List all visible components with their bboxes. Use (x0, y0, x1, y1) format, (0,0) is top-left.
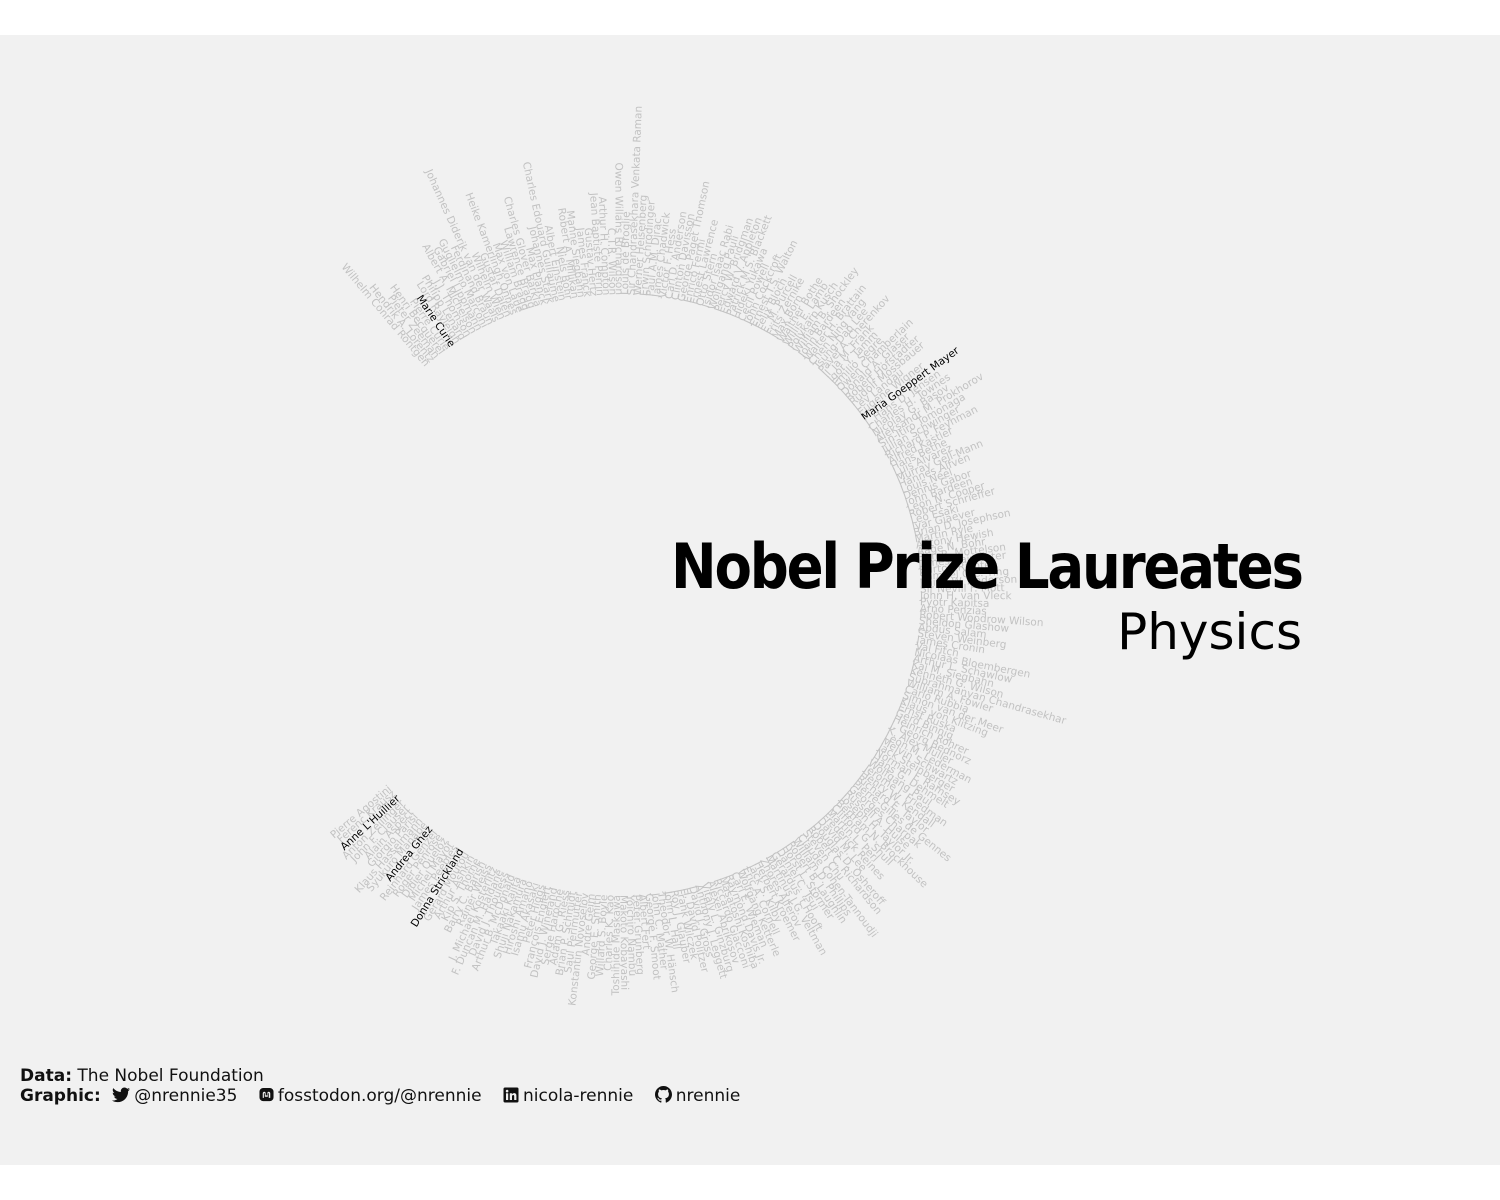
plot-panel: Wilhelm Conrad Röntgen Hendrik A. Lorentz… (0, 35, 1500, 1165)
linkedin-icon (503, 1087, 519, 1103)
laureate-name: Makoto Kobayashi (617, 895, 630, 990)
linkedin-handle[interactable]: nicola-rennie (522, 1086, 634, 1106)
laureate-name: Peter Grünberg (630, 894, 646, 975)
laureate-name: Andre Geim (580, 893, 598, 956)
github-icon (654, 1086, 672, 1103)
twitter-icon (112, 1087, 131, 1103)
laureate-name: Willard S. Boyle (594, 894, 610, 977)
mastodon-handle[interactable]: fosstodon.org/@nrennie (277, 1086, 482, 1106)
laureate-name: Toshihide Maskawa (610, 895, 623, 997)
caption: Data: The Nobel Foundation Graphic: @nre… (20, 1066, 740, 1106)
chart-title: Nobel Prize Laureates (671, 530, 1304, 603)
laureate-name: Owen Willans Richardson (612, 162, 624, 295)
graphic-credit-line: Graphic: @nrennie35 fosstodon.org/@nrenn… (20, 1086, 741, 1106)
laureate-name: Samuel C.C. Ting (919, 566, 1009, 583)
laureate-name: C.T.R. Wilson (605, 228, 619, 296)
laureate-name: Werner Heisenberg (632, 194, 650, 295)
laureate-name: Yoichiro Nambu (624, 894, 639, 977)
laureate-name: Louis de Broglie (619, 211, 632, 295)
laureate-name: Sir Nevill F. Mott (920, 582, 1005, 595)
chart-subtitle: Physics (1117, 603, 1302, 661)
twitter-handle[interactable]: @nrennie35 (134, 1086, 238, 1106)
data-source-line: Data: The Nobel Foundation (20, 1066, 264, 1086)
laureate-name: Albert Fert (636, 894, 652, 950)
laureate-name: Pyotr Kapitsa (920, 596, 990, 610)
laureate-name: Charles K. Kao (602, 895, 616, 971)
mastodon-icon (259, 1087, 274, 1102)
laureate-name: Philip W. Anderson (920, 574, 1018, 590)
laureate-name: John H. van Vleck (919, 590, 1013, 602)
laureate-name: Arno Penzias (919, 603, 987, 618)
graphic-label: Graphic (20, 1086, 94, 1106)
laureate-name: Arthur H. Compton (596, 196, 612, 295)
github-handle[interactable]: nrennie (675, 1086, 741, 1106)
data-label: Data (20, 1066, 66, 1086)
data-source: The Nobel Foundation (77, 1066, 264, 1086)
